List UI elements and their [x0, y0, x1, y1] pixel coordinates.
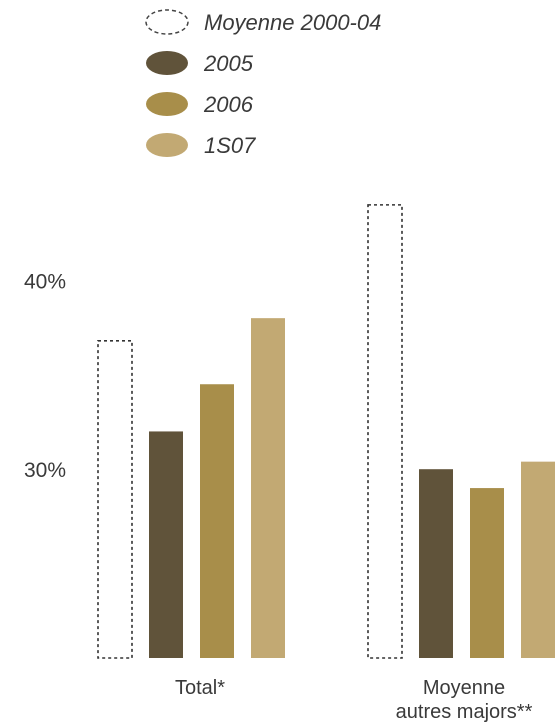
category-label: Total*	[175, 677, 225, 699]
bar	[97, 340, 133, 659]
legend-label: 2005	[203, 51, 254, 76]
bar	[470, 488, 504, 658]
bars	[97, 204, 555, 659]
legend-swatch	[145, 9, 189, 35]
legend-label: 1S07	[204, 133, 256, 158]
category-labels: Total* Moyenne autres majors**	[175, 677, 533, 723]
legend-swatch	[146, 92, 188, 116]
legend: Moyenne 2000-04 2005 2006 1S07	[145, 9, 381, 158]
bar	[251, 318, 285, 658]
bar	[200, 384, 234, 658]
legend-swatch	[146, 133, 188, 157]
legend-item: Moyenne 2000-04	[145, 9, 381, 35]
legend-swatch	[146, 51, 188, 75]
legend-item: 2006	[146, 92, 254, 117]
bar	[367, 204, 403, 659]
y-tick-label: 40%	[24, 270, 66, 293]
bar	[521, 461, 555, 658]
y-tick-label: 30%	[24, 459, 66, 482]
category-label: Moyenne autres majors**	[396, 677, 533, 723]
legend-label: Moyenne 2000-04	[204, 10, 381, 35]
bar	[419, 469, 453, 658]
y-axis-ticks: 40% 30%	[24, 270, 66, 482]
bar-group	[367, 204, 555, 659]
legend-item: 1S07	[146, 133, 256, 158]
bar-group	[97, 318, 285, 659]
bar	[149, 431, 183, 658]
legend-label: 2006	[203, 92, 254, 117]
legend-item: 2005	[146, 51, 254, 76]
